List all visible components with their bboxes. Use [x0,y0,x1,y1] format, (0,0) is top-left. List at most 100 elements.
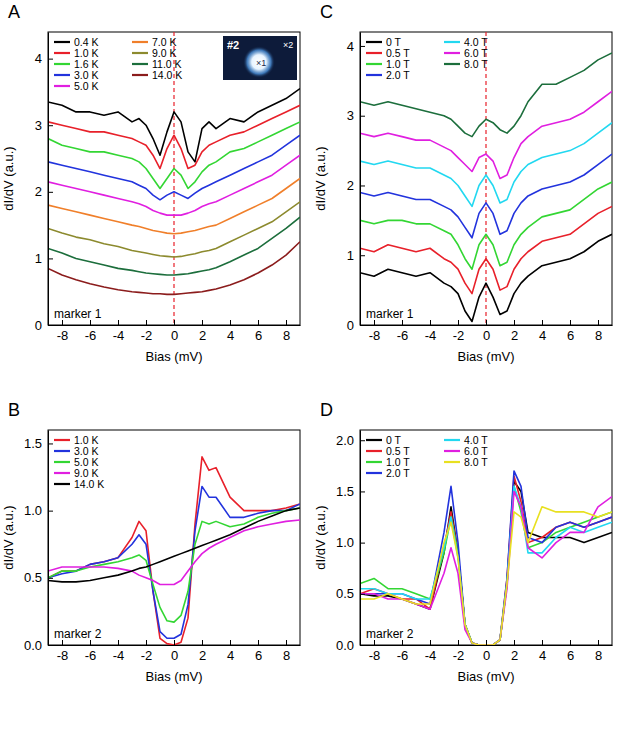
x-tick: 6 [567,640,574,663]
legend-swatch [132,74,148,76]
x-tick-label: -8 [57,648,69,663]
x-tick: 0 [171,640,178,663]
x-tick-label: 0 [483,328,490,343]
x-axis: -8-6-4-202468 [361,640,613,663]
x-tick: 2 [199,640,206,663]
x-tick-label: 4 [227,328,234,343]
x-tick-label: 2 [199,328,206,343]
x-tick-label: 2 [511,328,518,343]
x-tick-mark [174,640,175,645]
y-axis-line [48,431,49,646]
y-tick: 0.0 [24,638,53,653]
y-axis: 0.00.51.01.52.0 [336,431,365,653]
x-tick: -4 [113,320,125,343]
y-tick: 0.0 [336,638,365,653]
x-tick: -8 [369,320,381,343]
x-tick-mark [118,320,119,325]
legend-swatch [366,461,382,463]
x-tick-mark [430,640,431,645]
x-axis-line [361,325,613,326]
spectrum-line [360,507,612,645]
y-tick-mark [360,543,365,544]
x-tick: 4 [227,320,234,343]
legend-swatch [444,41,460,43]
spectrum-line [48,486,300,638]
x-tick-mark [118,640,119,645]
x-tick: 2 [511,640,518,663]
x-tick-label: 6 [255,328,262,343]
spectrum-line [360,206,612,293]
y-tick: 1 [347,248,365,263]
x-tick-mark [514,640,515,645]
panel: -8-6-4-20246801234Bias (mV)dI/dV (a.u.)A… [1,2,301,364]
y-tick-mark [48,443,53,444]
y-axis-title: dI/dV (a.u.) [1,146,16,210]
y-axis-title: dI/dV (a.u.) [1,505,16,569]
spectrum-line [360,53,612,137]
x-tick: -2 [141,320,153,343]
legend-entry: 2.0 T [366,467,410,479]
legend-entry: 8.0 T [444,456,488,468]
x-tick: 0 [483,320,490,343]
x-tick-mark [570,320,571,325]
y-tick-label: 1 [35,251,42,266]
x-tick: -6 [85,320,97,343]
legend-entry: 8.0 T [444,58,488,70]
x-tick: 2 [199,320,206,343]
y-tick-label: 0.5 [336,586,354,601]
x-tick: 2 [511,320,518,343]
x-tick-label: 4 [539,648,546,663]
x-tick-mark [258,320,259,325]
spectrum-line [360,476,612,645]
y-tick: 0.5 [24,570,53,585]
legend-label: 14.0 K [74,478,104,490]
y-tick-label: 0.5 [24,570,42,585]
legend-swatch [54,52,70,54]
legend-swatch [54,450,70,452]
legend-label: 14.0 K [152,69,182,81]
x-tick-label: -2 [453,328,465,343]
x-tick: -8 [57,320,69,343]
panel-letter: C [320,2,333,22]
x-tick-label: -6 [85,648,97,663]
y-tick: 1.0 [336,535,365,550]
x-tick-mark [230,320,231,325]
x-tick-mark [146,320,147,325]
x-tick: -2 [141,640,153,663]
panel: -8-6-4-2024680.00.51.01.52.0Bias (mV)dI/… [313,400,613,684]
x-tick-label: 2 [199,648,206,663]
x-tick-label: 2 [511,648,518,663]
x-axis-title: Bias (mV) [145,669,202,684]
x-axis-title: Bias (mV) [457,349,514,364]
x-axis-line [49,325,301,326]
y-tick-label: 0 [35,318,42,333]
spectrum-line [360,481,612,645]
x-tick-label: 8 [595,648,602,663]
x-tick-mark [286,320,287,325]
x-tick: 6 [255,640,262,663]
x-tick-label: -8 [369,648,381,663]
y-tick-mark [360,491,365,492]
inset-label: ×2 [283,40,293,50]
y-tick-mark [48,645,53,646]
x-tick: -4 [425,640,437,663]
x-tick: -8 [369,640,381,663]
y-axis-line [360,33,361,326]
y-tick: 1.5 [336,484,365,499]
x-tick-mark [486,640,487,645]
y-tick-label: 1 [347,248,354,263]
x-tick: 8 [283,640,290,663]
x-axis: -8-6-4-202468 [49,640,301,663]
inset-spot [243,46,275,78]
x-tick-label: 6 [567,328,574,343]
y-axis-line [360,431,361,646]
plot-area [360,471,612,645]
legend-label: 8.0 T [464,456,488,468]
plot-frame [48,32,300,325]
spectrum-line [48,520,300,585]
x-tick-label: 8 [283,328,290,343]
panel-letter: A [8,2,20,22]
x-tick-label: -8 [57,328,69,343]
x-tick-mark [514,320,515,325]
spectrum-line [48,179,300,234]
